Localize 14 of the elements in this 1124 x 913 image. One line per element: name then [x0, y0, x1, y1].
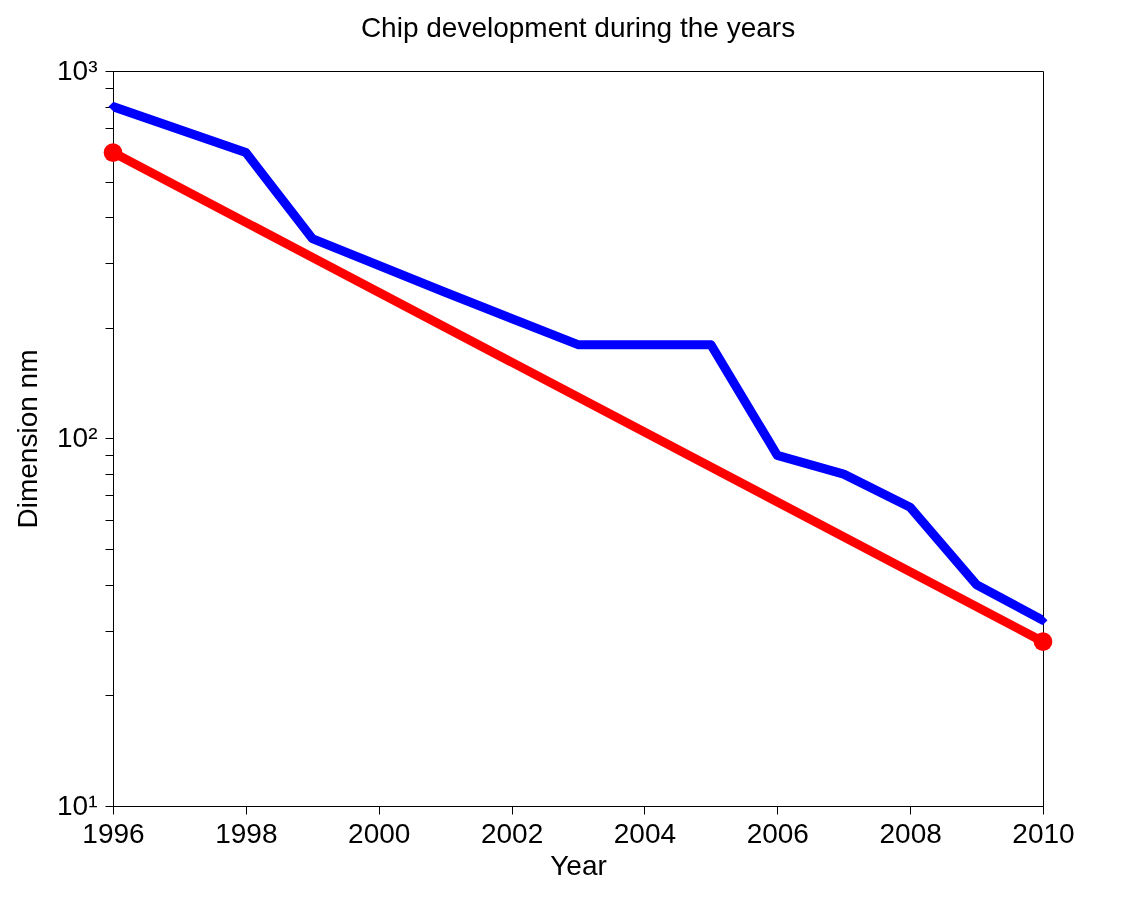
x-tick-label: 2000 [348, 817, 411, 849]
x-tick-label: 2006 [746, 817, 809, 849]
point [103, 143, 123, 162]
y-tick-label: 10³ [57, 54, 98, 86]
x-tick-label: 2008 [879, 817, 942, 849]
chart-title: Chip development during the years [360, 12, 796, 43]
x-tick-label: 1998 [215, 817, 278, 849]
x-tick-label: 2010 [1012, 817, 1075, 849]
point [1033, 632, 1053, 651]
y-tick-label: 10² [57, 422, 98, 453]
x-tick-label: 2004 [613, 817, 677, 849]
x-tick-label: 2002 [480, 817, 544, 849]
y-axis-title: Dimension nm [12, 349, 44, 529]
x-axis-title: Year [550, 849, 607, 881]
